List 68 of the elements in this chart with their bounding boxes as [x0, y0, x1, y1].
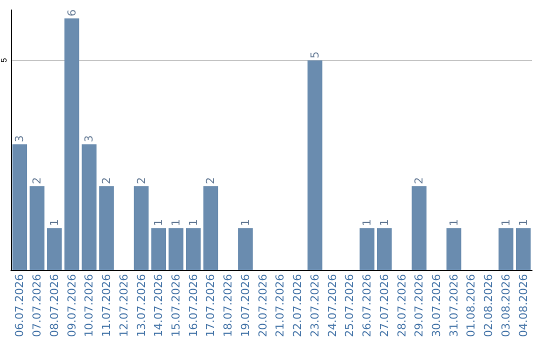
- data-label: 2: [30, 177, 44, 184]
- x-tick-label: 31.07.2026: [447, 274, 460, 337]
- data-label: 2: [204, 177, 218, 184]
- data-label: 2: [100, 177, 114, 184]
- bar: [151, 228, 166, 270]
- x-tick-label: 20.07.2026: [256, 274, 270, 337]
- data-label: 3: [13, 135, 26, 142]
- bar: [238, 228, 253, 270]
- data-label: 1: [169, 219, 182, 226]
- x-tick-label: 19.07.2026: [238, 274, 252, 337]
- data-label: 1: [378, 219, 391, 226]
- x-tick-label: 01.08.2026: [464, 274, 478, 337]
- x-tick-label: 10.07.2026: [82, 274, 96, 337]
- bar: [47, 228, 62, 270]
- x-tick-label: 06.07.2026: [13, 274, 26, 337]
- x-tick-label: 24.07.2026: [326, 274, 339, 337]
- data-label: 1: [186, 219, 200, 226]
- x-tick-label: 23.07.2026: [308, 274, 322, 337]
- bar: [168, 228, 184, 270]
- data-label: 5: [308, 51, 322, 58]
- x-tick-label: 29.07.2026: [412, 274, 426, 337]
- bar: [360, 228, 374, 270]
- x-tick-label: 02.08.2026: [482, 274, 496, 337]
- data-label: 1: [499, 219, 512, 226]
- bar: [134, 186, 149, 270]
- data-label: 1: [516, 219, 530, 226]
- data-label: 3: [82, 135, 96, 142]
- x-tick-label: 07.07.2026: [30, 274, 44, 337]
- bar: [412, 186, 426, 270]
- x-tick-label: 12.07.2026: [117, 274, 130, 337]
- bar: [30, 186, 44, 270]
- x-tick-label: 16.07.2026: [186, 274, 200, 337]
- x-tick-label: 11.07.2026: [100, 274, 114, 337]
- x-tick-label: 30.07.2026: [430, 274, 443, 337]
- data-label: 1: [238, 219, 252, 226]
- bar: [446, 228, 462, 270]
- data-label: 1: [360, 219, 374, 226]
- data-label: 1: [48, 219, 61, 226]
- x-tick-label: 14.07.2026: [152, 274, 166, 337]
- data-label: 1: [152, 219, 166, 226]
- bar: [377, 228, 392, 270]
- x-tick-label: 25.07.2026: [343, 274, 356, 337]
- x-tick-label: 17.07.2026: [204, 274, 218, 337]
- x-tick-label: 15.07.2026: [169, 274, 182, 337]
- x-tick-label: 27.07.2026: [378, 274, 391, 337]
- x-tick-label: 22.07.2026: [291, 274, 304, 337]
- data-label: 6: [65, 9, 78, 16]
- bar: [203, 186, 218, 270]
- x-tick-label: 08.07.2026: [48, 274, 61, 337]
- data-label: 2: [412, 177, 426, 184]
- x-tick-label: 21.07.2026: [274, 274, 287, 337]
- bar: [12, 144, 28, 270]
- bar: [186, 228, 201, 270]
- data-label: 1: [447, 219, 460, 226]
- x-tick-label: 13.07.2026: [134, 274, 148, 337]
- x-tick-label: 26.07.2026: [360, 274, 374, 337]
- bar: [498, 228, 514, 270]
- x-tick-label: 18.07.2026: [222, 274, 235, 337]
- bar: [516, 228, 531, 270]
- x-tick-label: 28.07.2026: [395, 274, 408, 337]
- bar: [82, 144, 97, 270]
- x-tick-label: 09.07.2026: [65, 274, 78, 337]
- bar: [99, 186, 114, 270]
- bar: [308, 60, 322, 270]
- bar: [64, 18, 80, 270]
- data-label: 2: [134, 177, 148, 184]
- x-tick-label: 04.08.2026: [516, 274, 530, 337]
- x-tick-label: 03.08.2026: [499, 274, 512, 337]
